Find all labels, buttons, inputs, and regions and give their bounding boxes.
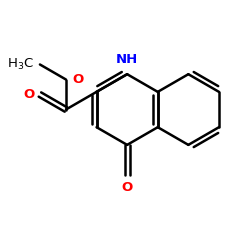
Text: O: O	[72, 73, 84, 86]
Text: O: O	[122, 181, 133, 194]
Text: H$_3$C: H$_3$C	[7, 57, 34, 72]
Text: O: O	[24, 88, 35, 101]
Text: NH: NH	[116, 54, 138, 66]
